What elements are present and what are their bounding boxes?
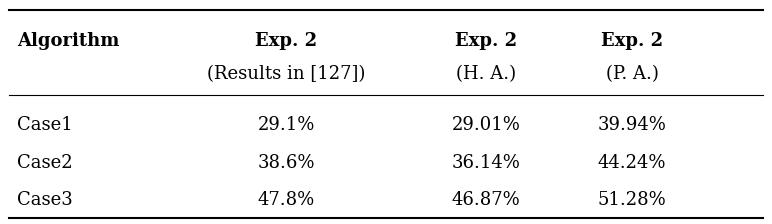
Text: Case3: Case3 [17, 192, 73, 209]
Text: (H. A.): (H. A.) [456, 65, 516, 83]
Text: 46.87%: 46.87% [452, 192, 520, 209]
Text: 47.8%: 47.8% [257, 192, 315, 209]
Text: Exp. 2: Exp. 2 [455, 32, 517, 50]
Text: Exp. 2: Exp. 2 [601, 32, 663, 50]
Text: Exp. 2: Exp. 2 [255, 32, 317, 50]
Text: Case2: Case2 [17, 154, 73, 172]
Text: 36.14%: 36.14% [452, 154, 520, 172]
Text: Case1: Case1 [17, 116, 73, 134]
Text: 39.94%: 39.94% [598, 116, 666, 134]
Text: 44.24%: 44.24% [598, 154, 666, 172]
Text: (P. A.): (P. A.) [606, 65, 659, 83]
Text: 29.01%: 29.01% [452, 116, 520, 134]
Text: (Results in [127]): (Results in [127]) [207, 65, 365, 83]
Text: 51.28%: 51.28% [598, 192, 666, 209]
Text: 38.6%: 38.6% [257, 154, 315, 172]
Text: Algorithm: Algorithm [17, 32, 119, 50]
Text: 29.1%: 29.1% [257, 116, 315, 134]
